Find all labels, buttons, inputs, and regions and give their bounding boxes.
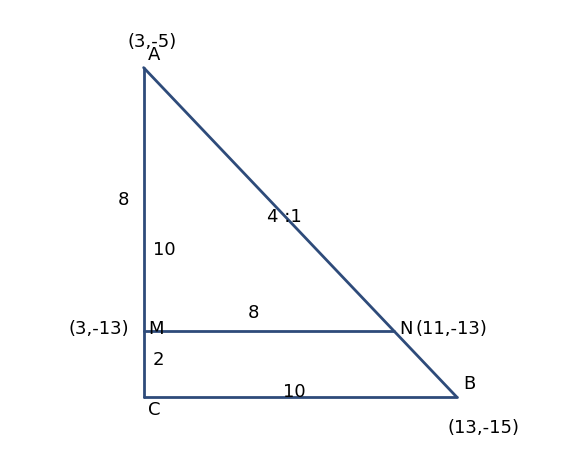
Text: 2: 2 bbox=[153, 350, 164, 368]
Text: B: B bbox=[463, 374, 475, 392]
Text: C: C bbox=[149, 400, 161, 418]
Text: 8: 8 bbox=[248, 303, 259, 321]
Text: 10: 10 bbox=[283, 382, 305, 400]
Text: (13,-15): (13,-15) bbox=[447, 419, 519, 437]
Text: N: N bbox=[399, 319, 413, 337]
Text: (11,-13): (11,-13) bbox=[416, 319, 488, 337]
Text: 8: 8 bbox=[118, 191, 130, 209]
Text: 4 :1: 4 :1 bbox=[267, 207, 302, 225]
Text: (3,-5): (3,-5) bbox=[128, 33, 177, 50]
Text: A: A bbox=[149, 45, 160, 63]
Text: M: M bbox=[149, 319, 164, 337]
Text: 10: 10 bbox=[153, 240, 176, 258]
Text: (3,-13): (3,-13) bbox=[68, 319, 129, 337]
